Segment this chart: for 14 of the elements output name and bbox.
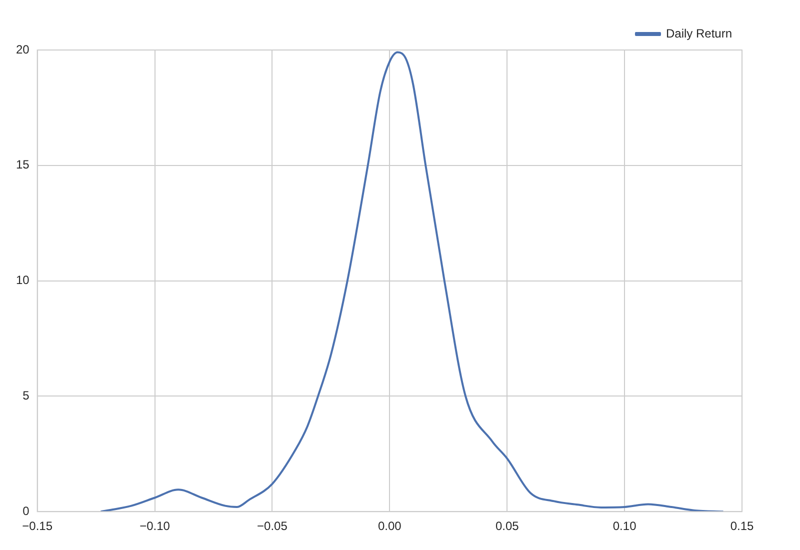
- x-tick-label: 0.10: [612, 519, 637, 534]
- x-tick-label: −0.05: [257, 519, 288, 534]
- y-tick-label: 20: [16, 42, 30, 56]
- x-tick-label: 0.00: [378, 519, 402, 534]
- y-tick-label: 10: [16, 273, 30, 288]
- x-tick-label: −0.10: [140, 519, 170, 534]
- y-tick-label: 5: [22, 388, 30, 403]
- y-tick-label: 0: [22, 504, 30, 518]
- x-tick-label: 0.15: [730, 519, 754, 534]
- y-tick-label: 15: [16, 158, 30, 172]
- x-tick-label: −0.15: [22, 519, 53, 534]
- line-series: [100, 51, 724, 512]
- legend-label: Daily Return: [666, 26, 732, 40]
- x-tick-label: 0.05: [495, 519, 520, 534]
